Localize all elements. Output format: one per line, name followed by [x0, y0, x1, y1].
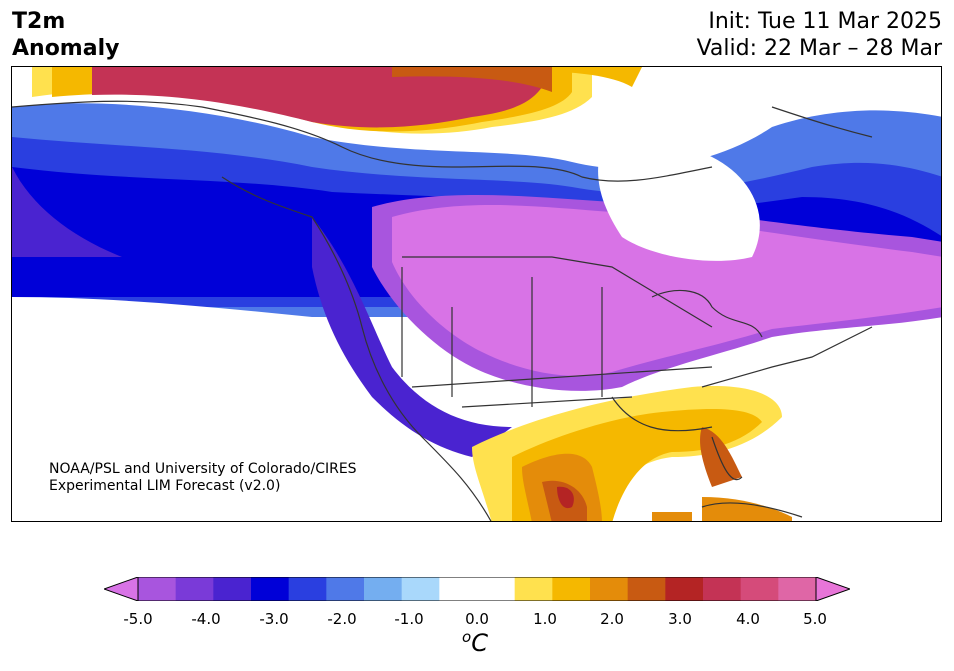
colorbar-swatch: [401, 577, 440, 601]
colorbar-swatches: [104, 577, 850, 601]
colorbar-tick-label: 3.0: [668, 610, 692, 628]
colorbar-swatch: [627, 577, 666, 601]
anomaly-map: [11, 66, 942, 522]
colorbar-tick-label: -4.0: [191, 610, 221, 628]
degree-sup: o: [462, 628, 472, 646]
colorbar-swatch: [439, 577, 478, 601]
colorbar-extend-high: [815, 577, 850, 601]
colorbar-swatch: [477, 577, 516, 601]
boundaries: [12, 100, 873, 521]
credit-line2: Experimental LIM Forecast (v2.0): [49, 478, 281, 494]
colorbar-swatch: [590, 577, 629, 601]
colorbar-outline: [137, 577, 817, 601]
colorbar: [104, 577, 850, 601]
colorbar-swatch: [665, 577, 704, 601]
init-date: Init: Tue 11 Mar 2025: [708, 9, 942, 34]
title-field: Anomaly: [12, 36, 120, 61]
colorbar-swatch: [138, 577, 177, 601]
colorbar-tick-label: 2.0: [600, 610, 624, 628]
colorbar-tick-label: -1.0: [394, 610, 424, 628]
colorbar-swatch: [740, 577, 779, 601]
colorbar-swatch: [778, 577, 817, 601]
credit: NOAA/PSL and University of Colorado/CIRE…: [49, 461, 357, 495]
title-variable: T2m: [12, 9, 66, 34]
colorbar-tick-label: 1.0: [533, 610, 557, 628]
valid-range: Valid: 22 Mar – 28 Mar: [696, 36, 942, 61]
map-canvas: [12, 67, 941, 521]
credit-line1: NOAA/PSL and University of Colorado/CIRE…: [49, 461, 357, 477]
colorbar-tick-label: -5.0: [123, 610, 153, 628]
units-letter: C: [471, 629, 488, 657]
title: T2m Anomaly: [12, 8, 119, 62]
forecast-dates: Init: Tue 11 Mar 2025 Valid: 22 Mar – 28…: [697, 8, 942, 62]
colorbar-swatch: [326, 577, 365, 601]
colorbar-swatch: [364, 577, 403, 601]
anomaly-fill: [12, 67, 941, 521]
colorbar-tick-label: -2.0: [327, 610, 357, 628]
colorbar-swatch: [703, 577, 742, 601]
colorbar-swatch: [288, 577, 327, 601]
colorbar-swatch: [514, 577, 553, 601]
colorbar-tick-label: 0.0: [465, 610, 489, 628]
colorbar-tick-label: -3.0: [259, 610, 289, 628]
colorbar-swatch: [175, 577, 214, 601]
colorbar-swatch: [213, 577, 252, 601]
colorbar-extend-low: [104, 577, 139, 601]
colorbar-swatch: [251, 577, 290, 601]
colorbar-tick-label: 4.0: [736, 610, 760, 628]
colorbar-units: oC: [462, 628, 488, 657]
colorbar-swatch: [552, 577, 591, 601]
colorbar-tick-label: 5.0: [803, 610, 827, 628]
colorbar-ticks: -5.0 -4.0 -3.0 -2.0 -1.0 0.0 1.0 2.0 3.0…: [0, 610, 954, 630]
